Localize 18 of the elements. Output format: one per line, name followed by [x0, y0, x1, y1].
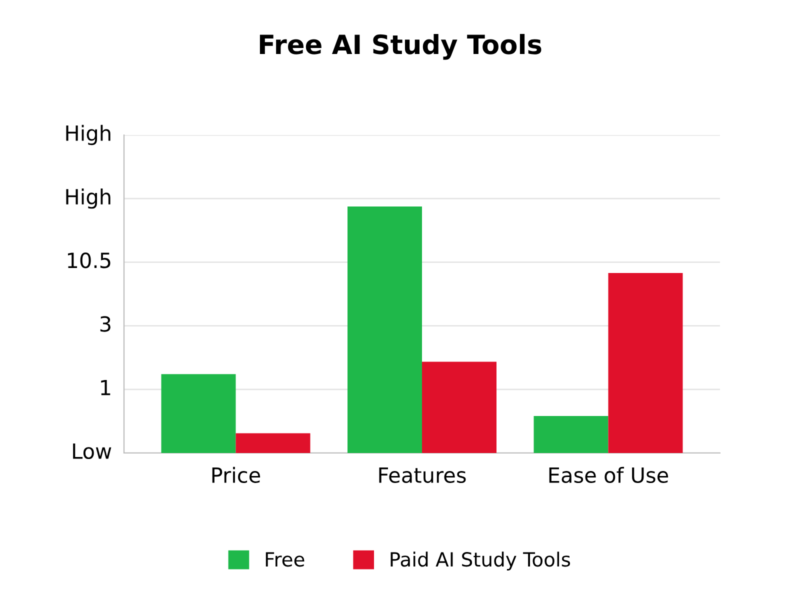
text: High	[66, 124, 110, 146]
text: 3	[100, 316, 110, 332]
text: Low	[73, 444, 112, 460]
bar	[236, 433, 310, 453]
text: 1	[101, 380, 110, 396]
x-tick-label: Price	[212, 466, 260, 484]
chart-title: Free AI Study Tools	[260, 34, 542, 60]
x-tick-label: Ease of Use	[549, 466, 668, 484]
text: 10.5	[68, 252, 110, 268]
bar	[348, 206, 422, 453]
legend-label: Paid AI Study Tools	[390, 552, 570, 570]
x-tick-label: Features	[379, 468, 466, 484]
bar	[161, 374, 236, 453]
bar	[608, 273, 683, 453]
text: High	[66, 188, 110, 209]
legend-label: Free	[266, 552, 304, 567]
bar	[422, 362, 496, 453]
bar	[534, 416, 608, 453]
